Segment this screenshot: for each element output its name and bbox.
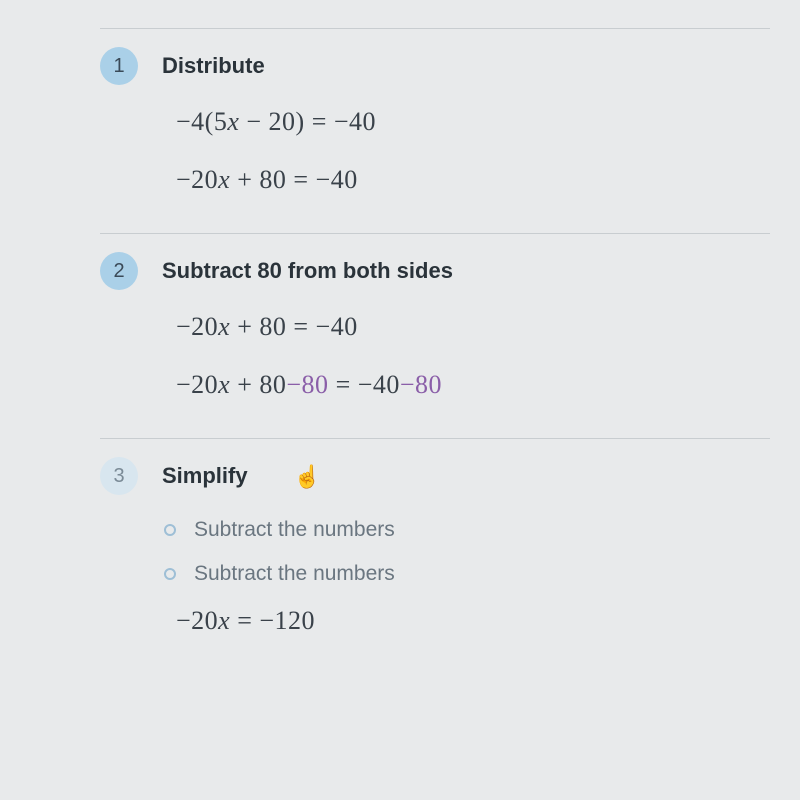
equation-line: −20x + 80−80 = −40−80 <box>176 370 770 400</box>
step-body: Subtract 80 from both sides −20x + 80 = … <box>162 252 770 428</box>
step-title: Distribute <box>162 53 770 79</box>
equation-line: −4(5x − 20) = −40 <box>176 107 770 137</box>
equation-line: −20x + 80 = −40 <box>176 312 770 342</box>
step-badge: 3 <box>100 457 138 495</box>
step-title-text: Simplify <box>162 463 248 488</box>
highlight-term: −80 <box>400 370 442 399</box>
sub-step-list: Subtract the numbers Subtract the number… <box>162 518 770 586</box>
equation-line: −20x = −120 <box>176 606 770 636</box>
step-3: 3 Simplify ☝ Subtract the numbers Subtra… <box>100 457 770 664</box>
sub-step-label: Subtract the numbers <box>194 518 395 542</box>
sub-step-item[interactable]: Subtract the numbers <box>164 562 770 586</box>
step-badge: 1 <box>100 47 138 85</box>
step-body: Simplify ☝ Subtract the numbers Subtract… <box>162 457 770 664</box>
divider-top <box>100 28 770 29</box>
step-title[interactable]: Simplify ☝ <box>162 463 770 490</box>
hand-cursor-icon: ☝ <box>294 464 321 490</box>
step-title: Subtract 80 from both sides <box>162 258 770 284</box>
bullet-icon <box>164 568 176 580</box>
sub-step-label: Subtract the numbers <box>194 562 395 586</box>
step-2: 2 Subtract 80 from both sides −20x + 80 … <box>100 252 770 428</box>
divider <box>100 438 770 439</box>
bullet-icon <box>164 524 176 536</box>
equation-line: −20x + 80 = −40 <box>176 165 770 195</box>
divider <box>100 233 770 234</box>
step-1: 1 Distribute −4(5x − 20) = −40 −20x + 80… <box>100 47 770 223</box>
highlight-term: −80 <box>286 370 328 399</box>
step-badge: 2 <box>100 252 138 290</box>
step-body: Distribute −4(5x − 20) = −40 −20x + 80 =… <box>162 47 770 223</box>
sub-step-item[interactable]: Subtract the numbers <box>164 518 770 542</box>
